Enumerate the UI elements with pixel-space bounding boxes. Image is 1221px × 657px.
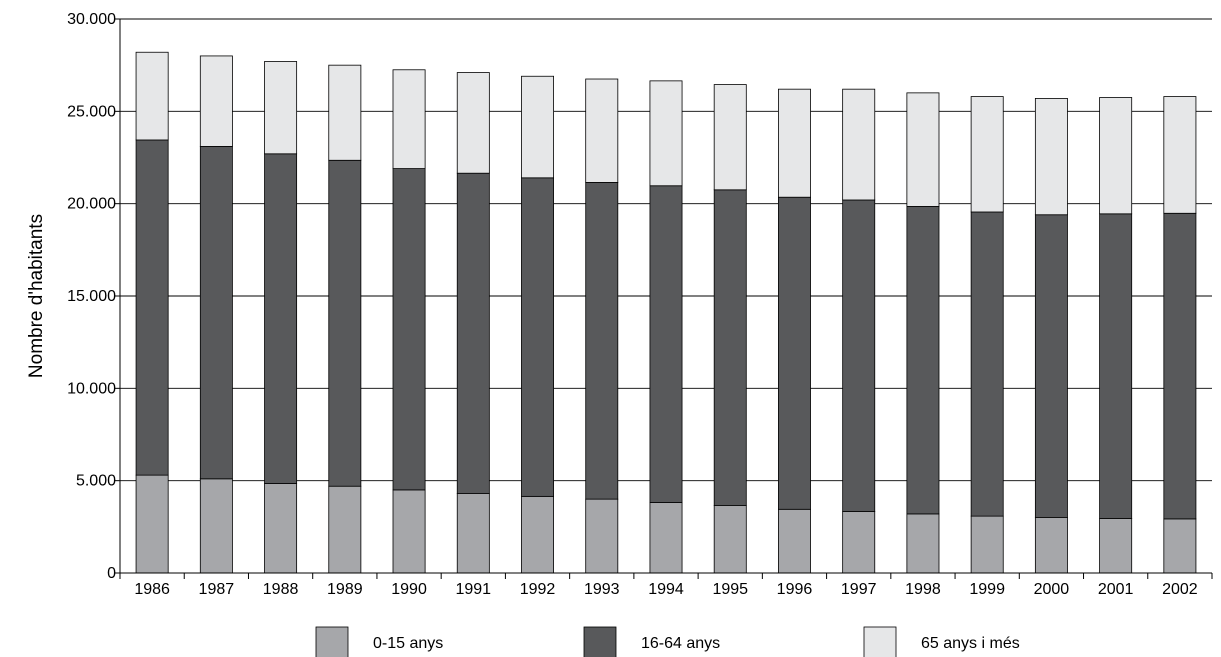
bar-segment	[521, 75, 554, 179]
bar-segment	[1099, 518, 1133, 574]
y-tick-label: 0	[107, 565, 116, 582]
bar-segment	[521, 495, 554, 574]
bar-segment	[713, 189, 747, 506]
x-tick-label: 2002	[1162, 581, 1198, 598]
y-axis-title: Nombre d'habitants	[26, 214, 47, 378]
bar-segment	[649, 80, 683, 187]
bar-segment	[585, 78, 619, 183]
bar-segment	[778, 196, 811, 510]
legend-label: 16-64 anys	[641, 635, 720, 652]
y-tick-label: 5.000	[76, 473, 116, 490]
bar-segment	[906, 92, 940, 207]
y-tick-label: 20.000	[67, 196, 116, 213]
bar-segment	[328, 485, 362, 574]
x-tick-label: 1987	[199, 581, 235, 598]
x-tick-label: 1991	[455, 581, 491, 598]
legend-label: 0-15 anys	[373, 635, 443, 652]
bar-segment	[1163, 518, 1197, 574]
y-tick-label: 30.000	[67, 11, 116, 28]
bar-segment	[906, 513, 940, 574]
bar-segment	[842, 511, 876, 574]
bar-segment	[1034, 214, 1068, 519]
bar-segment	[456, 72, 490, 174]
legend-swatch	[863, 626, 897, 657]
x-tick-label: 2001	[1098, 581, 1134, 598]
bar-segment	[713, 505, 747, 574]
x-tick-label: 1990	[391, 581, 427, 598]
bar-segment	[199, 146, 233, 480]
legend: 0-15 anys 16-64 anys 65 anys i més	[315, 626, 1020, 657]
x-tick-label: 1989	[327, 581, 363, 598]
bar-segment	[456, 493, 490, 574]
y-tick-label: 15.000	[67, 288, 116, 305]
x-tick-label: 1998	[905, 581, 941, 598]
legend-swatch	[315, 626, 349, 657]
bar-segment	[135, 51, 169, 141]
x-tick-label: 1993	[584, 581, 620, 598]
bar-segment	[264, 153, 298, 484]
bar-segment	[264, 483, 298, 574]
bars	[135, 51, 1197, 574]
bar-segment	[1034, 517, 1068, 574]
bar-segment	[842, 199, 876, 512]
bar-segment	[585, 498, 619, 574]
bar-segment	[264, 61, 298, 155]
bar-segment	[328, 159, 362, 487]
bar-segment	[649, 502, 683, 574]
bar-segment	[906, 206, 940, 515]
y-tick-label: 10.000	[67, 380, 116, 397]
x-tick-label: 1994	[648, 581, 684, 598]
x-tick-labels: 1986 1987 1988 1989 1990 1991 1992 1993 1994 1995…	[134, 581, 1197, 598]
legend-label: 65 anys i més	[921, 635, 1020, 652]
x-tick-label: 1995	[712, 581, 748, 598]
bar-segment	[392, 69, 426, 169]
bar-segment	[970, 211, 1004, 517]
bar-segment	[778, 508, 811, 574]
bar-segment	[970, 515, 1004, 574]
bar-segment	[713, 84, 747, 191]
bar-segment	[199, 478, 233, 574]
bar-segment	[199, 55, 233, 147]
bar-segment	[778, 88, 811, 198]
x-tick-label: 1992	[520, 581, 556, 598]
bar-segment	[1163, 96, 1197, 214]
bar-segment	[1099, 213, 1133, 519]
bar-segment	[1099, 97, 1133, 215]
bar-segment	[392, 489, 426, 574]
y-tick-labels: 0 5.000 10.000 15.000 20.000 25.000 30.000	[67, 11, 116, 582]
bar-segment	[585, 182, 619, 500]
bar-segment	[1163, 212, 1197, 520]
bar-segment	[1034, 98, 1068, 216]
bar-segment	[135, 139, 169, 476]
x-tick-label: 1988	[263, 581, 299, 598]
x-tick-label: 1999	[969, 581, 1005, 598]
bar-segment	[649, 185, 683, 503]
bar-segment	[521, 177, 554, 497]
bar-segment	[842, 88, 876, 201]
x-tick-label: 1986	[134, 581, 170, 598]
y-tick-label: 25.000	[67, 103, 116, 120]
bar-segment	[970, 96, 1004, 213]
x-tick-label: 1996	[777, 581, 813, 598]
axes	[114, 18, 1213, 579]
bar-segment	[392, 168, 426, 491]
bar-segment	[135, 474, 169, 574]
x-tick-label: 1997	[841, 581, 877, 598]
bar-segment	[456, 172, 490, 494]
x-tick-label: 2000	[1034, 581, 1070, 598]
bar-segment	[328, 64, 362, 161]
legend-swatch	[583, 626, 617, 657]
